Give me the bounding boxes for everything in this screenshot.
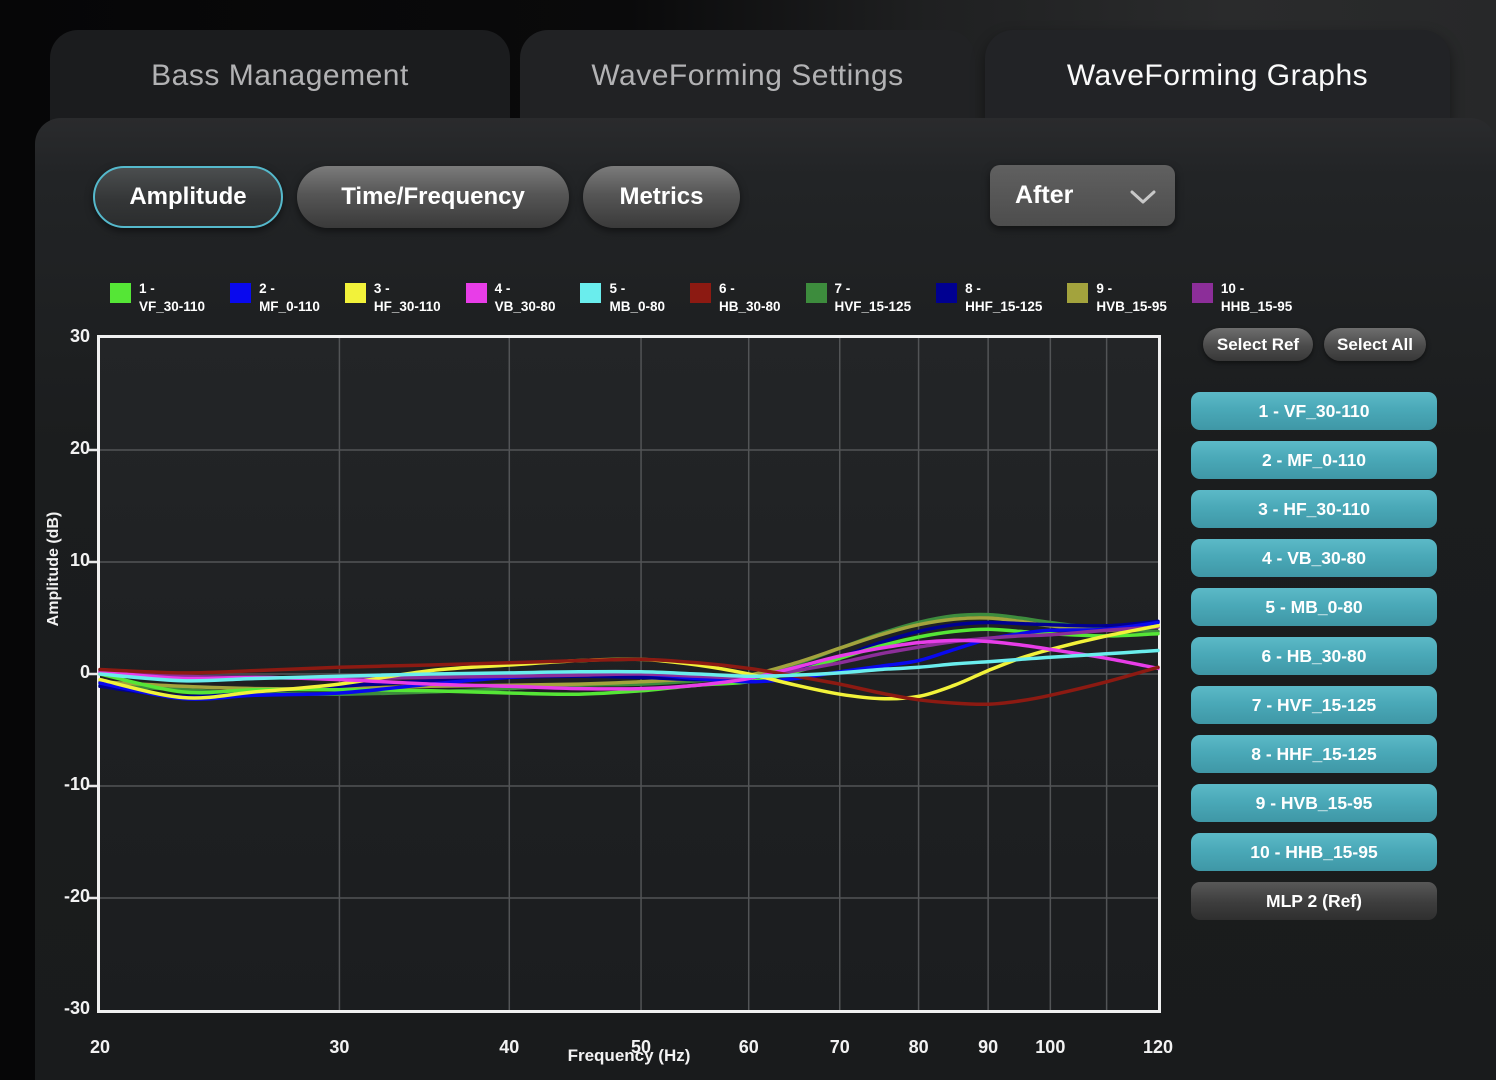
x-tick-label: 100 — [1035, 1037, 1066, 1057]
y-tick-label: 0 — [79, 662, 90, 682]
chevron-down-icon — [1130, 190, 1156, 204]
channel-button-4-vb-30-80[interactable]: 4 - VB_30-80 — [1191, 539, 1437, 577]
legend-swatch-icon — [344, 283, 366, 303]
legend-swatch-icon — [230, 283, 252, 303]
legend-swatch-icon — [465, 283, 487, 303]
amplitude-button[interactable]: Amplitude — [93, 166, 283, 228]
mlp-ref-button[interactable]: MLP 2 (Ref) — [1191, 882, 1437, 920]
legend-label: 8 - HHF_15-125 — [965, 281, 1043, 314]
channel-button-3-hf-30-110[interactable]: 3 - HF_30-110 — [1191, 490, 1437, 528]
tab-waveforming-graphs-label: WaveForming Graphs — [1066, 59, 1369, 92]
legend-label: 5 - MB_0-80 — [609, 281, 665, 314]
x-tick-label: 40 — [499, 1037, 520, 1057]
legend-item-mb_0-80: 5 - MB_0-80 — [580, 280, 665, 316]
y-tick-label: 30 — [69, 326, 90, 346]
series-line-4-vb-30-80 — [98, 638, 1160, 691]
legend-item-hf_30-110: 3 - HF_30-110 — [344, 280, 441, 316]
legend-swatch-icon — [110, 283, 131, 303]
legend-swatch-icon — [936, 283, 958, 303]
tab-waveforming-graphs[interactable]: WaveForming Graphs — [985, 30, 1450, 122]
x-tick-label: 50 — [631, 1037, 652, 1057]
legend-item-vb_30-80: 4 - VB_30-80 — [465, 280, 556, 316]
tab-bass-management-label: Bass Management — [151, 59, 409, 92]
legend-item-vf_30-110: 1 - VF_30-110 — [110, 280, 205, 316]
x-tick-label: 70 — [829, 1037, 850, 1057]
legend-label: 3 - HF_30-110 — [373, 281, 441, 314]
y-tick-label: -20 — [63, 886, 90, 906]
legend-item-hb_30-80: 6 - HB_30-80 — [689, 280, 781, 316]
legend-label: 7 - HVF_15-125 — [834, 281, 912, 314]
legend-swatch-icon — [689, 283, 711, 303]
legend-swatch-icon — [1191, 283, 1213, 303]
channel-button-8-hhf-15-125[interactable]: 8 - HHF_15-125 — [1191, 735, 1437, 773]
legend-swatch-icon — [805, 283, 827, 303]
x-tick-label: 80 — [908, 1037, 929, 1057]
select-ref-button[interactable]: Select Ref — [1203, 328, 1313, 361]
after-dropdown-value: After — [1015, 181, 1074, 209]
legend-swatch-icon — [1067, 283, 1089, 303]
legend-item-hvb_15-95: 9 - HVB_15-95 — [1067, 280, 1167, 316]
x-tick-label: 120 — [1142, 1037, 1174, 1057]
x-tick-label: 90 — [978, 1037, 999, 1057]
channel-button-2-mf-0-110[interactable]: 2 - MF_0-110 — [1191, 441, 1437, 479]
tab-bass-management[interactable]: Bass Management — [50, 30, 510, 122]
series-line-6-hb-30-80 — [98, 657, 1160, 707]
legend-label: 10 - HHB_15-95 — [1220, 281, 1293, 314]
channel-button-1-vf-30-110[interactable]: 1 - VF_30-110 — [1191, 392, 1437, 430]
channel-button-10-hhb-15-95[interactable]: 10 - HHB_15-95 — [1191, 833, 1437, 871]
y-tick-label: -30 — [63, 998, 90, 1018]
legend-label: 9 - HVB_15-95 — [1096, 281, 1167, 314]
y-tick-label: 20 — [69, 438, 90, 458]
channel-button-6-hb-30-80[interactable]: 6 - HB_30-80 — [1191, 637, 1437, 675]
amplitude-plot-canvas — [89, 338, 1160, 1010]
legend-item-hhf_15-125: 8 - HHF_15-125 — [936, 280, 1042, 316]
series-line-5-mb-0-80 — [98, 648, 1160, 683]
y-tick-label: 10 — [69, 550, 90, 570]
tab-waveforming-settings-label: WaveForming Settings — [591, 59, 904, 92]
y-tick-label: -10 — [63, 774, 90, 794]
x-axis-label: Frequency (Hz) — [567, 1046, 691, 1065]
channel-button-5-mb-0-80[interactable]: 5 - MB_0-80 — [1191, 588, 1437, 626]
amplitude-plot — [89, 335, 1161, 1013]
legend-item-hvf_15-125: 7 - HVF_15-125 — [805, 280, 912, 316]
legend-label: 4 - VB_30-80 — [494, 281, 556, 314]
x-tick-label: 30 — [329, 1037, 350, 1057]
tab-waveforming-settings[interactable]: WaveForming Settings — [520, 30, 975, 122]
chart-legend: 1 - VF_30-110 2 - MF_0-110 3 - HF_30-110 4 - VB… — [110, 280, 1292, 324]
legend-swatch-icon — [580, 283, 602, 303]
x-tick-label: 20 — [89, 1037, 111, 1057]
x-tick-label: 60 — [738, 1037, 759, 1057]
legend-label: 2 - MF_0-110 — [259, 281, 320, 314]
select-all-button[interactable]: Select All — [1324, 328, 1426, 361]
time-frequency-button[interactable]: Time/Frequency — [297, 166, 569, 228]
metrics-button[interactable]: Metrics — [583, 166, 740, 228]
legend-item-hhb_15-95: 10 - HHB_15-95 — [1191, 280, 1293, 316]
legend-item-mf_0-110: 2 - MF_0-110 — [230, 280, 320, 316]
legend-label: 1 - VF_30-110 — [139, 281, 206, 314]
after-dropdown[interactable]: After — [990, 165, 1175, 226]
channel-list: 1 - VF_30-110 2 - MF_0-110 3 - HF_30-110 4 … — [1191, 392, 1437, 920]
channel-button-9-hvb-15-95[interactable]: 9 - HVB_15-95 — [1191, 784, 1437, 822]
legend-label: 6 - HB_30-80 — [718, 281, 781, 314]
channel-button-7-hvf-15-125[interactable]: 7 - HVF_15-125 — [1191, 686, 1437, 724]
